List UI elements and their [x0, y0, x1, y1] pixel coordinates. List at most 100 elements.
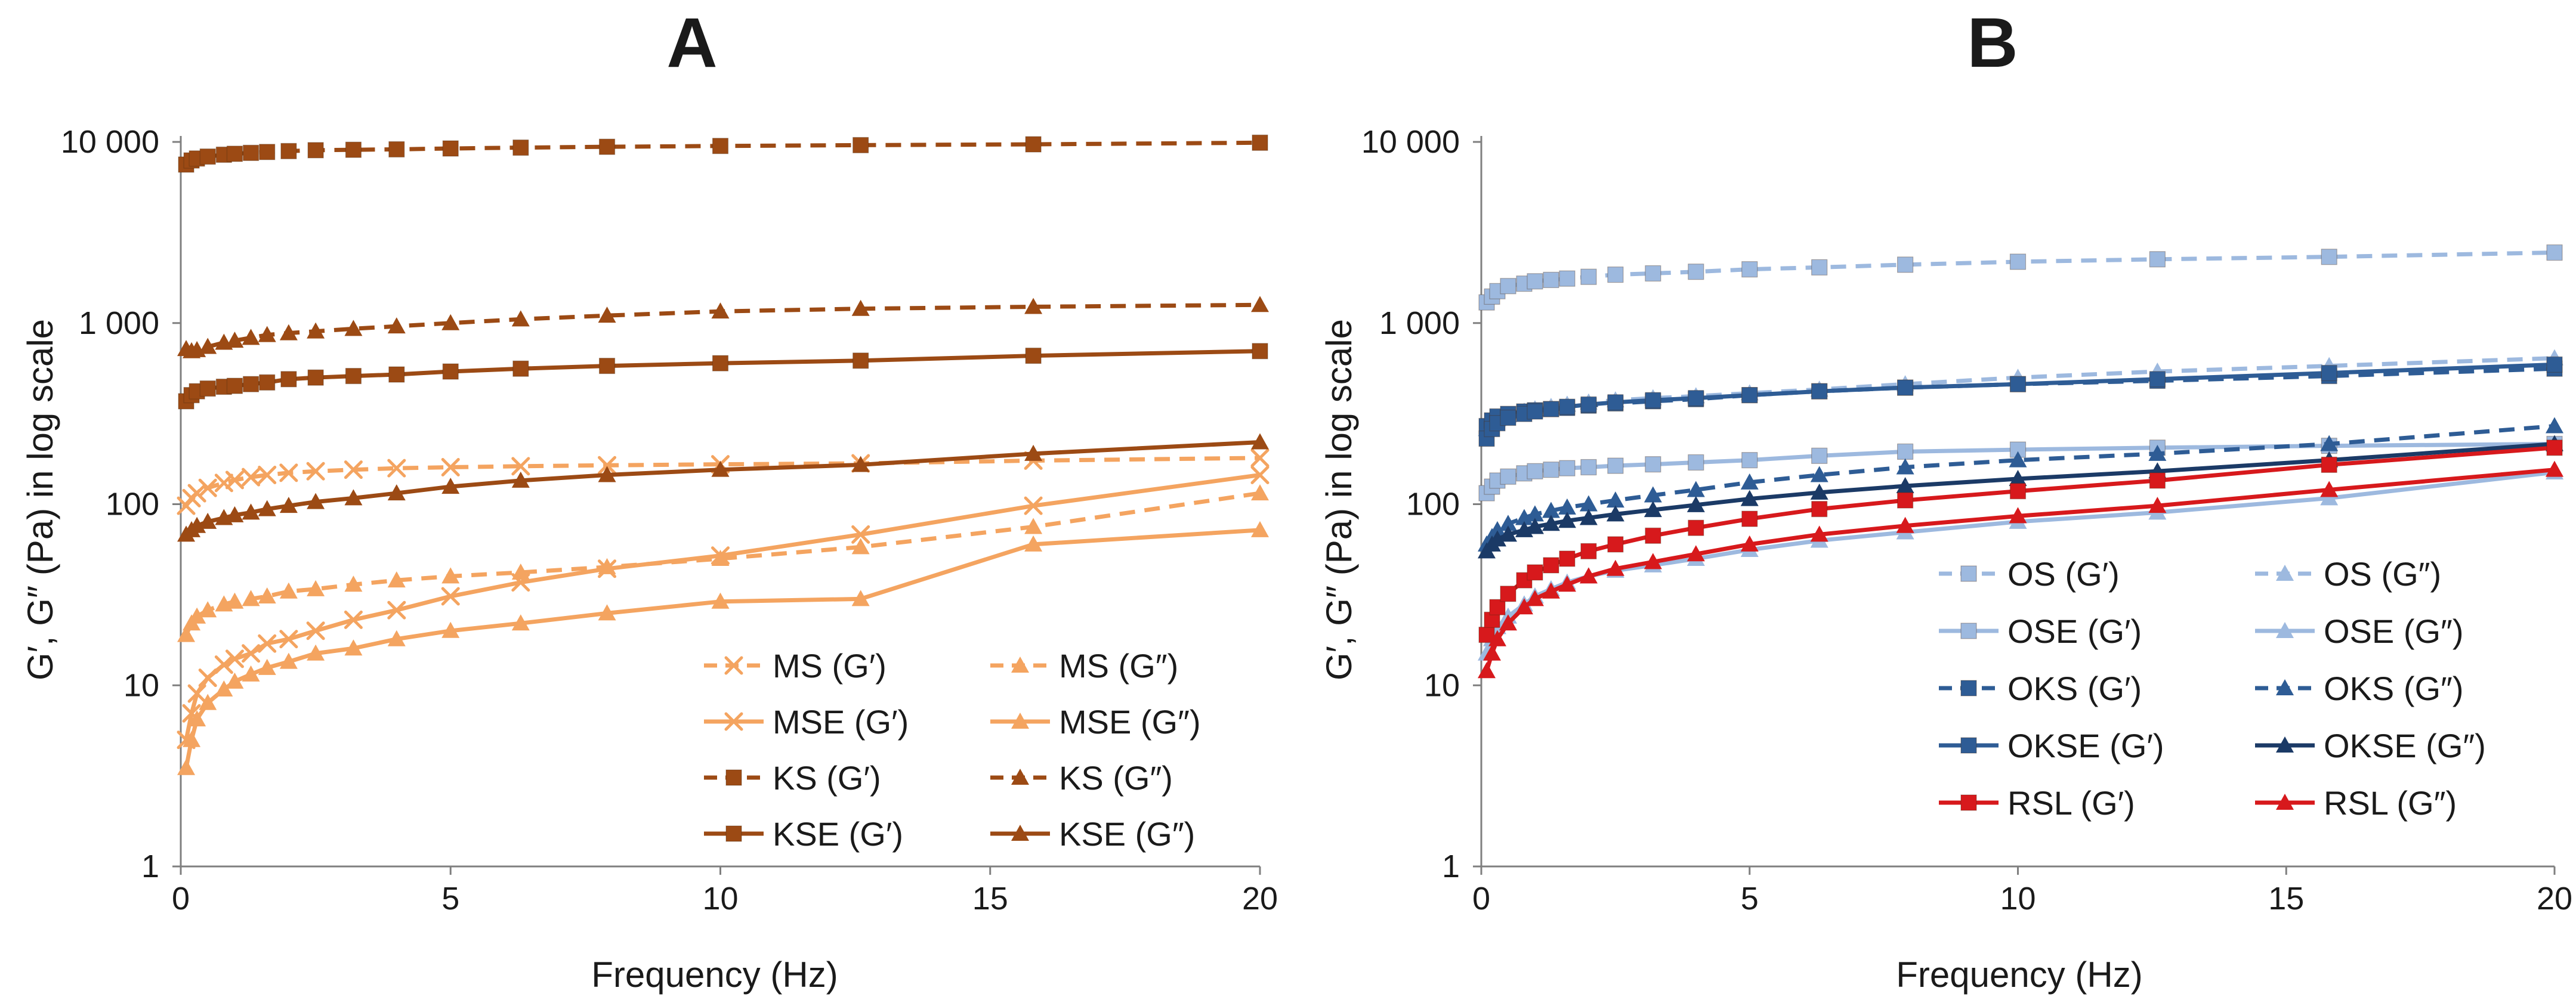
panel-b-series-6-point	[1543, 401, 1559, 417]
panel-b-ticks: 0 5 10 15 20 1 10 100 1 000 10 000	[1361, 124, 2572, 917]
panel-a-legend-label: KSE (G′)	[773, 815, 903, 853]
panel-a-series-3-point	[279, 652, 298, 669]
panel-b-series-5-point	[1542, 501, 1560, 518]
panel-b-series-6-point	[1741, 387, 1758, 404]
panel-a: A 0 5 10 15 20 1 10 100 1 000 10 000 Frequency (H…	[20, 4, 1278, 995]
panel-a-legend-item: MSE (G″)	[990, 703, 1201, 741]
panel-a-series-3-point	[226, 672, 244, 689]
panel-b-series-2	[1478, 435, 2563, 501]
panel-b-series-1	[1477, 349, 2563, 437]
panel-b-y-tick-label: 10 000	[1361, 124, 1460, 160]
panel-b-series-5-point	[1499, 515, 1517, 531]
panel-b-series-6-point	[1527, 403, 1543, 420]
panel-a-series-4-point	[226, 146, 243, 162]
panel-a-series-2-point	[441, 587, 460, 606]
panel-b-series-7-point	[1740, 490, 1759, 506]
panel-b-series-2-point	[1897, 443, 1914, 460]
panel-b-y-tick-label: 1	[1442, 849, 1460, 884]
panel-a-legend-item: MS (G″)	[990, 647, 1178, 685]
panel-a-series-6-point	[1252, 343, 1268, 360]
panel-a-series-5-point	[441, 314, 460, 330]
panel-b-series-8-point	[1607, 536, 1624, 553]
panel-a-x-tick-label: 15	[972, 881, 1008, 917]
panel-a-series-5-point	[279, 324, 298, 340]
panel-a-legend-marker	[1011, 769, 1029, 785]
panel-a-series-2-point	[187, 684, 206, 703]
panel-b-legend-label: OKSE (G″)	[2324, 727, 2486, 764]
panel-b-series-8-point	[2009, 483, 2027, 500]
panel-a-series-0-point	[598, 456, 617, 475]
panel-a-legend-marker	[1011, 713, 1029, 729]
panel-a-series-4-point	[307, 142, 324, 159]
panel-a-series-4-point	[512, 139, 529, 156]
panel-b-letter: B	[1967, 4, 2018, 82]
panel-b-x-tick-label: 15	[2268, 881, 2304, 917]
panel-b-series-7-point	[1687, 496, 1705, 512]
panel-b-series-6-point	[1811, 383, 1828, 400]
panel-a-series-6-point	[598, 358, 616, 374]
panel-b-legend-item: OS (G′)	[1939, 555, 2120, 593]
panel-b-legend-item: OKS (G′)	[1939, 670, 2142, 707]
panel-a-series-4-point	[442, 140, 459, 157]
panel-b-series-7-point	[1579, 509, 1598, 525]
panel-b-series-0-point	[1688, 264, 1704, 280]
panel-a-series-0-point	[258, 465, 277, 484]
panel-b-legend-item: OKSE (G″)	[2255, 727, 2486, 764]
panel-a-series-1-point	[242, 590, 260, 606]
panel-b-series-0-point	[1543, 271, 1559, 289]
panel-a-legend-label: MS (G″)	[1059, 647, 1178, 685]
panel-b-series-6-point	[2321, 364, 2337, 382]
panel-b: B 0 5 10 15 20 1 10 100 1 000 10 000 Frequency (H…	[1319, 4, 2572, 995]
panel-b-series-5-point	[2009, 451, 2027, 468]
panel-b-series-6	[1478, 356, 2563, 447]
panel-b-series-2-point	[1527, 463, 1543, 479]
panel-b-series-6-point	[1607, 394, 1624, 411]
panel-b-series-9-point	[2009, 507, 2027, 524]
panel-b-series	[1477, 244, 2563, 679]
panel-b-series-8-point	[1543, 557, 1559, 574]
panel-b-legend-label: OKSE (G′)	[2007, 727, 2164, 764]
panel-b-series-8-point	[1478, 626, 1495, 643]
panel-b-series-9-point	[1488, 630, 1506, 646]
panel-b-series-6-point	[1645, 392, 1661, 408]
panel-b-series-9-point	[1810, 525, 1828, 542]
panel-a-series-4-point	[242, 144, 260, 161]
panel-a-legend-marker	[724, 656, 743, 675]
panel-b-series-3-point	[2320, 489, 2339, 506]
panel-b-series-7-point	[1558, 512, 1576, 528]
panel-b-y-tick-label: 10	[1424, 667, 1460, 703]
panel-b-series-9-point	[1558, 575, 1576, 592]
panel-a-legend-item: MS (G′)	[704, 647, 887, 685]
panel-a-series-2-point	[598, 559, 617, 578]
panel-b-series-7-point	[1542, 515, 1560, 531]
panel-b-x-tick-label: 20	[2537, 881, 2572, 917]
panel-b-series-2-point	[1741, 452, 1758, 469]
panel-a-series	[177, 134, 1270, 775]
panel-a-series-2-point	[306, 621, 325, 640]
panel-a-series-7-point	[307, 493, 325, 509]
panel-a-legend-marker	[1011, 657, 1029, 673]
panel-b-series-8	[1478, 439, 2563, 643]
panel-b-series-8-point	[1811, 501, 1828, 518]
panel-a-y-tick-label: 1 000	[79, 305, 159, 341]
panel-a-series-7-point	[344, 489, 363, 506]
panel-b-series-8-point	[2546, 439, 2563, 456]
panel-a-series-2-point	[225, 649, 244, 668]
panel-a-x-axis-title: Frequency (Hz)	[591, 955, 838, 995]
panel-a-series-7-line	[184, 439, 1261, 537]
panel-a-series-1-point	[344, 575, 363, 592]
panel-a-series-2-point	[511, 573, 530, 592]
panel-a-series-0-point	[187, 484, 206, 503]
panel-b-series-8-point	[1897, 492, 1914, 509]
panel-a-series-0-point	[225, 470, 244, 490]
panel-b-series-0-point	[2149, 251, 2166, 268]
panel-a-series-1-point	[441, 567, 460, 584]
panel-a-series-7-point	[188, 516, 206, 533]
panel-b-series-0-point	[2009, 253, 2027, 270]
panel-b-series-8-point	[1645, 527, 1661, 544]
panel-b-series-2-point	[1607, 457, 1624, 474]
panel-a-series-7-point	[242, 503, 260, 520]
panel-b-legend-item: OSE (G′)	[1939, 612, 2142, 650]
panel-a-legend-marker	[725, 825, 742, 842]
